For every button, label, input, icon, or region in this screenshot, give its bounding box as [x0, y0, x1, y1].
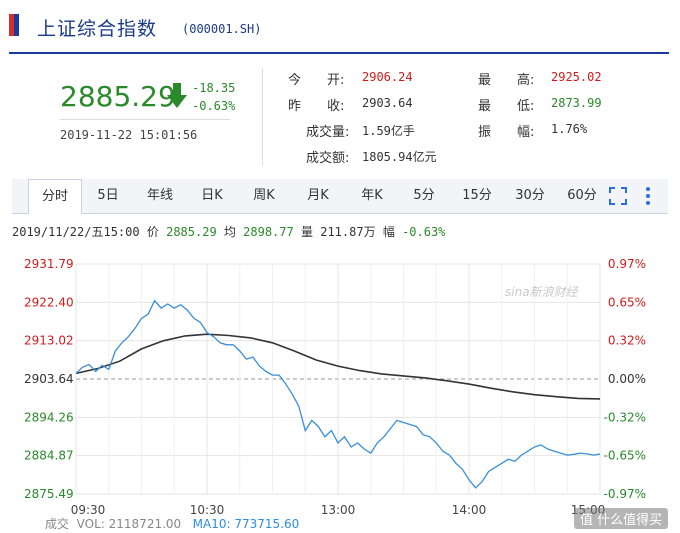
volume-value: VOL: 2118721.00 — [76, 517, 182, 531]
x-tick: 10:30 — [190, 503, 225, 515]
info-amp: -0.63% — [402, 225, 446, 239]
change-value: -18.35 — [192, 81, 236, 95]
brand-flag-icon — [9, 14, 19, 36]
chart-grid — [75, 263, 601, 495]
field-label-volume: 成交量: — [306, 125, 350, 140]
sina-watermark: sina新浪财经 — [505, 285, 578, 299]
change-percent: -0.63% — [192, 99, 236, 113]
y-axis-right: 0.97% 0.65% 0.32% 0.00% -0.32% -0.65% -0.97% — [604, 257, 646, 501]
field-label-turnover: 成交额: — [306, 151, 350, 166]
tab-month-k[interactable]: 月K — [307, 188, 329, 203]
info-avg: 2898.77 — [243, 225, 294, 239]
info-price: 2885.29 — [166, 225, 217, 239]
smzdm-watermark: 值 什么值得买 — [574, 508, 669, 529]
volume-ma10: MA10: 773715.60 — [192, 517, 300, 531]
price-change: -18.35 -0.63% — [192, 79, 235, 115]
field-label-amplitude: 振 幅: — [478, 125, 535, 140]
field-label-open: 今 开: — [288, 73, 345, 88]
y-tick-left: 2903.64 — [24, 372, 74, 386]
field-value-volume: 1.59亿手 — [362, 124, 415, 138]
field-value-amplitude: 1.76% — [551, 122, 588, 136]
price-line — [75, 299, 601, 489]
y-tick-right: -0.97% — [604, 487, 646, 501]
tab-day-k[interactable]: 日K — [201, 188, 223, 203]
field-label-low: 最 低: — [478, 99, 535, 114]
field-label-prev-close: 昨 收: — [288, 99, 345, 114]
crosshair-info-line: 2019/11/22/五15:00 价 2885.29 均 2898.77 量 … — [12, 223, 445, 240]
average-price-line — [75, 333, 601, 400]
more-menu-icon[interactable] — [645, 186, 651, 206]
volume-summary: 成交 VOL: 2118721.00 MA10: 773715.60 — [45, 515, 299, 532]
info-date: 2019/11/22/五15:00 — [12, 225, 140, 239]
info-price-label: 价 — [146, 225, 159, 239]
tab-year-line[interactable]: 年线 — [146, 188, 173, 203]
info-avg-label: 均 — [223, 225, 236, 239]
y-tick-right: 0.32% — [608, 334, 646, 348]
x-tick: 13:00 — [321, 503, 356, 515]
x-tick: 09:30 — [71, 503, 106, 515]
tab-30min[interactable]: 30分 — [515, 188, 545, 203]
y-tick-left: 2894.26 — [24, 410, 74, 424]
tab-60min[interactable]: 60分 — [567, 188, 597, 203]
tab-5day[interactable]: 5日 — [97, 188, 119, 203]
field-label-high: 最 高: — [478, 73, 535, 88]
header-divider — [9, 52, 669, 54]
info-amp-label: 幅 — [382, 225, 395, 239]
info-vol-label: 量 — [300, 225, 313, 239]
down-arrow-icon — [167, 83, 187, 108]
info-vol: 211.87万 — [320, 225, 376, 239]
y-tick-right: 0.00% — [608, 372, 646, 386]
y-tick-left: 2884.87 — [24, 449, 74, 463]
volume-label: 成交 — [45, 517, 70, 531]
current-price: 2885.29 — [60, 80, 176, 113]
quote-divider — [60, 119, 230, 120]
page-title: 上证综合指数 — [37, 18, 158, 40]
y-tick-right: 0.97% — [608, 257, 646, 271]
quote-vertical-divider — [262, 68, 263, 166]
y-tick-right: -0.65% — [604, 449, 646, 463]
tab-intraday[interactable]: 分时 — [28, 179, 82, 214]
intraday-chart[interactable]: 2931.79 2922.40 2913.02 2903.64 2894.26 2884.… — [0, 250, 680, 515]
y-axis-left: 2931.79 2922.40 2913.02 2903.64 2894.26 2884.… — [24, 257, 74, 501]
chart-period-tabs: 分时 5日 年线 日K 周K 月K 年K 5分 15分 30分 60分 — [12, 179, 668, 214]
y-tick-left: 2875.49 — [24, 487, 74, 501]
y-tick-right: -0.32% — [604, 410, 646, 424]
stock-code: (000001.SH) — [182, 22, 262, 36]
quote-datetime: 2019-11-22 15:01:56 — [60, 128, 198, 142]
tab-week-k[interactable]: 周K — [253, 188, 275, 203]
field-value-open: 2906.24 — [362, 70, 413, 84]
field-value-low: 2873.99 — [551, 96, 602, 110]
field-value-turnover: 1805.94亿元 — [362, 150, 437, 164]
x-tick: 14:00 — [452, 503, 487, 515]
y-tick-right: 0.65% — [608, 295, 646, 309]
tab-year-k[interactable]: 年K — [361, 188, 383, 203]
y-tick-left: 2913.02 — [24, 334, 74, 348]
fullscreen-icon[interactable] — [609, 187, 627, 205]
field-value-prev-close: 2903.64 — [362, 96, 413, 110]
y-tick-left: 2922.40 — [24, 295, 74, 309]
field-value-high: 2925.02 — [551, 70, 602, 84]
y-tick-left: 2931.79 — [24, 257, 74, 271]
tab-5min[interactable]: 5分 — [413, 188, 435, 203]
tab-15min[interactable]: 15分 — [462, 188, 492, 203]
